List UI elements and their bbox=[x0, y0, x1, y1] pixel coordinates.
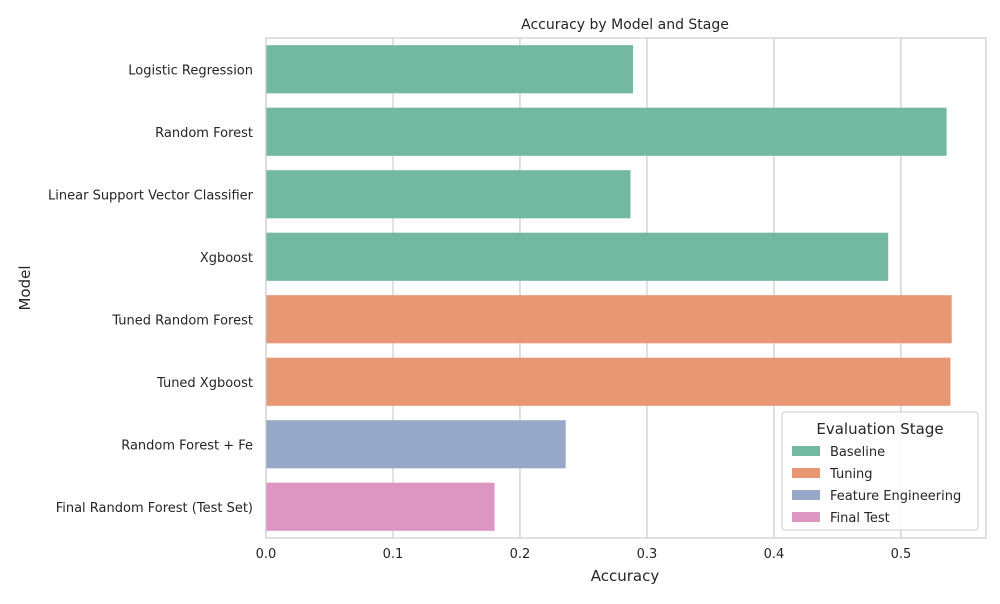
bar bbox=[266, 420, 566, 469]
y-tick-label: Tuned Random Forest bbox=[111, 313, 253, 328]
y-tick-label: Final Random Forest (Test Set) bbox=[56, 501, 253, 516]
y-tick-label: Random Forest bbox=[155, 126, 253, 141]
legend-label: Tuning bbox=[829, 467, 873, 482]
legend-items: Baseline Tuning Feature Engineering Final T… bbox=[792, 445, 961, 526]
x-tick-label: 0.0 bbox=[256, 547, 277, 562]
bars-layer bbox=[266, 45, 952, 531]
legend: Evaluation Stage Baseline Tuning Feature E… bbox=[781, 411, 979, 531]
x-tick-label: 0.2 bbox=[510, 547, 531, 562]
legend-label: Final Test bbox=[830, 511, 890, 526]
plot-frame bbox=[265, 37, 987, 539]
bar bbox=[266, 170, 631, 219]
x-tick-labels: 0.0 0.1 0.2 0.3 0.4 0.5 bbox=[256, 547, 912, 562]
x-axis-label: Accuracy bbox=[591, 567, 660, 585]
legend-swatch bbox=[792, 490, 820, 500]
x-tick-label: 0.4 bbox=[764, 547, 785, 562]
chart-title: Accuracy by Model and Stage bbox=[521, 17, 729, 33]
bar bbox=[266, 482, 495, 531]
y-tick-label: Tuned Xgboost bbox=[156, 376, 253, 391]
y-tick-label: Random Forest + Fe bbox=[121, 438, 253, 453]
y-tick-labels: Logistic Regression Random Forest Linear S… bbox=[48, 63, 254, 516]
legend-swatch bbox=[792, 512, 820, 522]
legend-label: Feature Engineering bbox=[830, 489, 961, 504]
x-tick-label: 0.5 bbox=[891, 547, 912, 562]
y-tick-label: Xgboost bbox=[200, 251, 253, 266]
legend-label: Baseline bbox=[830, 445, 885, 460]
bar bbox=[266, 232, 889, 281]
bar bbox=[266, 45, 633, 94]
bar bbox=[266, 295, 952, 344]
bar bbox=[266, 357, 951, 406]
y-axis-label: Model bbox=[16, 265, 34, 310]
bar bbox=[266, 107, 947, 156]
x-tick-label: 0.3 bbox=[637, 547, 658, 562]
y-tick-label: Logistic Regression bbox=[128, 63, 253, 78]
y-tick-label: Linear Support Vector Classifier bbox=[48, 188, 254, 203]
legend-swatch bbox=[792, 468, 820, 478]
legend-swatch bbox=[792, 446, 820, 456]
legend-box bbox=[781, 411, 979, 531]
legend-title: Evaluation Stage bbox=[816, 420, 943, 438]
x-tick-label: 0.1 bbox=[383, 547, 404, 562]
